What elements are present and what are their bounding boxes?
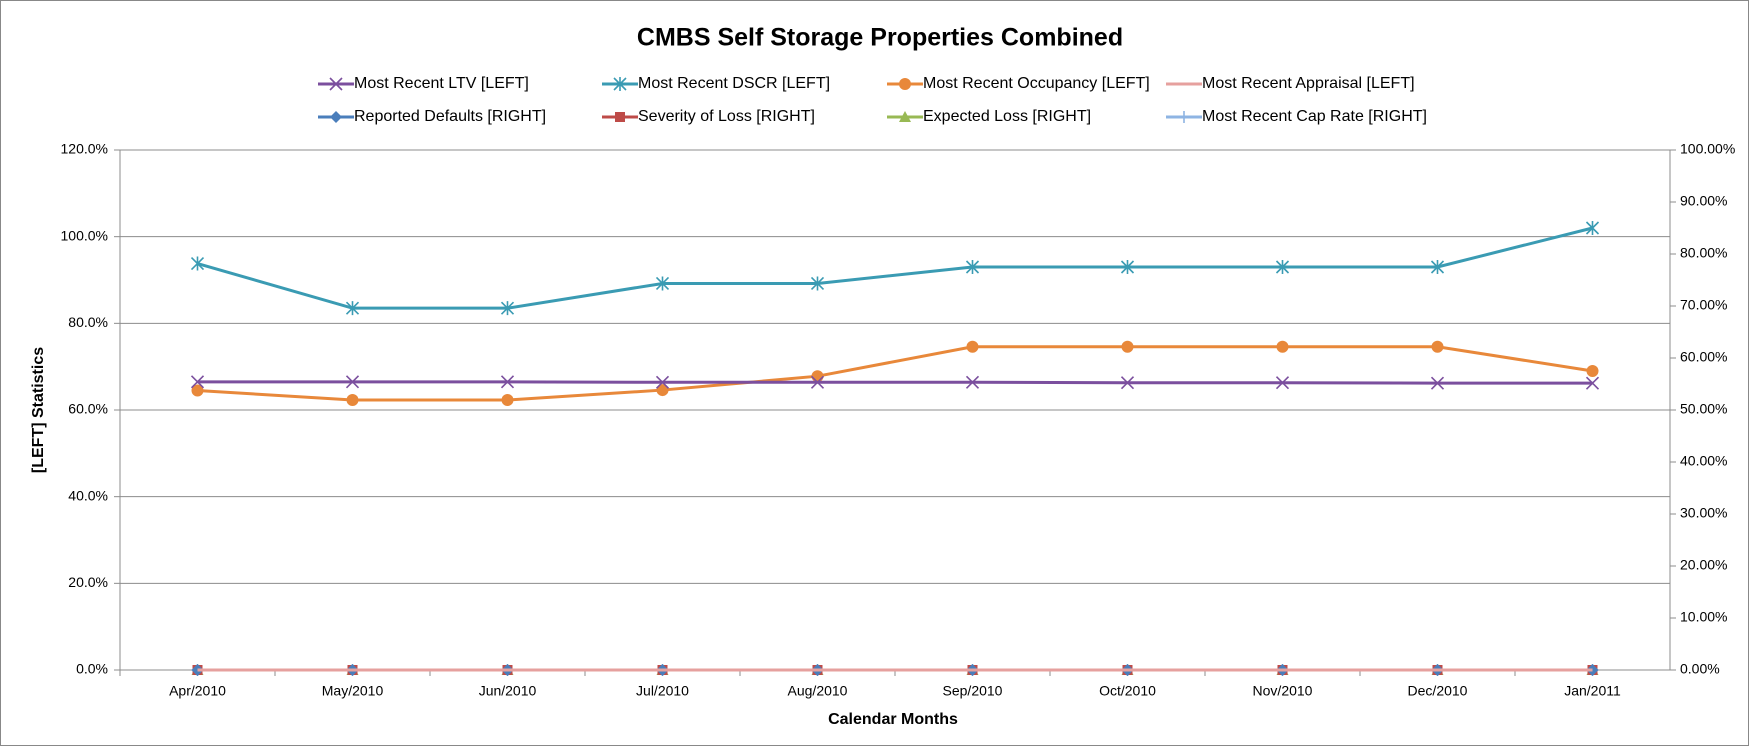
x-tick-label: Jan/2011 bbox=[1564, 683, 1621, 699]
y-axis-title: [LEFT] Statistics bbox=[30, 347, 47, 473]
legend-item: Most Recent Appraisal [LEFT] bbox=[1166, 75, 1415, 92]
legend-item: Most Recent DSCR [LEFT] bbox=[602, 75, 830, 92]
x-tick-label: Jul/2010 bbox=[636, 683, 689, 699]
marker bbox=[811, 370, 824, 383]
marker bbox=[1120, 376, 1135, 390]
marker bbox=[346, 394, 359, 407]
marker bbox=[500, 301, 515, 316]
marker bbox=[1275, 260, 1290, 274]
y2-tick-label: 100.00% bbox=[1680, 141, 1735, 157]
series-line bbox=[197, 226, 1593, 310]
marker bbox=[965, 375, 980, 389]
marker bbox=[501, 394, 514, 407]
marker bbox=[1430, 260, 1445, 274]
marker bbox=[1178, 111, 1190, 123]
y2-tick-label: 30.00% bbox=[1680, 505, 1727, 521]
y2-tick-label: 40.00% bbox=[1680, 453, 1727, 469]
marker bbox=[965, 260, 980, 274]
series-line bbox=[197, 380, 1593, 385]
marker bbox=[655, 375, 670, 389]
y-tick-label: 80.0% bbox=[68, 314, 108, 330]
marker bbox=[655, 276, 670, 291]
y-tick-label: 0.0% bbox=[76, 661, 108, 677]
marker bbox=[500, 375, 515, 389]
marker bbox=[345, 301, 360, 316]
y2-tick-label: 20.00% bbox=[1680, 557, 1727, 573]
y-tick-label: 120.0% bbox=[61, 141, 108, 157]
y2-tick-label: 10.00% bbox=[1680, 609, 1727, 625]
marker bbox=[899, 111, 911, 122]
legend-label: Most Recent Cap Rate [RIGHT] bbox=[1202, 108, 1427, 125]
marker bbox=[810, 276, 825, 291]
legend-label: Most Recent Appraisal [LEFT] bbox=[1202, 75, 1415, 92]
y2-tick-label: 90.00% bbox=[1680, 193, 1727, 209]
marker bbox=[1585, 376, 1600, 390]
legend-item: Most Recent Occupancy [LEFT] bbox=[887, 75, 1150, 92]
marker bbox=[613, 77, 627, 91]
marker bbox=[330, 111, 342, 123]
marker bbox=[191, 384, 204, 397]
x-tick-label: Oct/2010 bbox=[1099, 683, 1156, 699]
marker bbox=[190, 256, 205, 271]
marker bbox=[615, 112, 625, 122]
x-tick-label: Jun/2010 bbox=[479, 683, 537, 699]
marker bbox=[1121, 340, 1134, 353]
marker bbox=[345, 375, 360, 389]
legend-item: Most Recent Cap Rate [RIGHT] bbox=[1166, 108, 1427, 125]
y2-tick-label: 60.00% bbox=[1680, 349, 1727, 365]
legend-item: Reported Defaults [RIGHT] bbox=[318, 108, 546, 125]
legend-label: Most Recent DSCR [LEFT] bbox=[638, 75, 830, 92]
x-tick-label: Aug/2010 bbox=[788, 683, 848, 699]
marker bbox=[899, 78, 911, 90]
marker bbox=[966, 340, 979, 353]
x-tick-label: May/2010 bbox=[322, 683, 384, 699]
marker bbox=[1275, 376, 1290, 390]
marker bbox=[329, 77, 343, 91]
x-axis-title: Calendar Months bbox=[828, 711, 958, 728]
legend-label: Reported Defaults [RIGHT] bbox=[354, 108, 546, 125]
marker bbox=[656, 384, 669, 397]
x-tick-label: Sep/2010 bbox=[943, 683, 1003, 699]
x-tick-label: Dec/2010 bbox=[1408, 683, 1468, 699]
marker bbox=[190, 375, 205, 389]
marker bbox=[1430, 376, 1445, 390]
x-tick-label: Apr/2010 bbox=[169, 683, 226, 699]
marker bbox=[1120, 260, 1135, 274]
marker bbox=[810, 375, 825, 389]
y-tick-label: 40.0% bbox=[68, 487, 108, 503]
y2-tick-label: 50.00% bbox=[1680, 401, 1727, 417]
y2-tick-label: 80.00% bbox=[1680, 245, 1727, 261]
x-tick-label: Nov/2010 bbox=[1253, 683, 1313, 699]
legend-item: Expected Loss [RIGHT] bbox=[887, 108, 1091, 125]
legend-item: Severity of Loss [RIGHT] bbox=[602, 108, 815, 125]
marker bbox=[1585, 221, 1600, 235]
y2-tick-label: 0.00% bbox=[1680, 661, 1720, 677]
marker bbox=[1431, 340, 1444, 353]
y2-tick-label: 70.00% bbox=[1680, 297, 1727, 313]
y-tick-label: 100.0% bbox=[61, 227, 108, 243]
legend-item: Most Recent LTV [LEFT] bbox=[318, 75, 529, 92]
y-tick-label: 20.0% bbox=[68, 574, 108, 590]
chart-title: CMBS Self Storage Properties Combined bbox=[637, 24, 1123, 52]
series-line bbox=[197, 345, 1593, 402]
y-tick-label: 60.0% bbox=[68, 401, 108, 417]
legend-label: Severity of Loss [RIGHT] bbox=[638, 108, 815, 125]
marker bbox=[1586, 365, 1599, 377]
marker bbox=[1276, 340, 1289, 353]
legend-label: Expected Loss [RIGHT] bbox=[923, 108, 1091, 125]
legend-label: Most Recent LTV [LEFT] bbox=[354, 75, 529, 92]
legend-label: Most Recent Occupancy [LEFT] bbox=[923, 75, 1150, 92]
